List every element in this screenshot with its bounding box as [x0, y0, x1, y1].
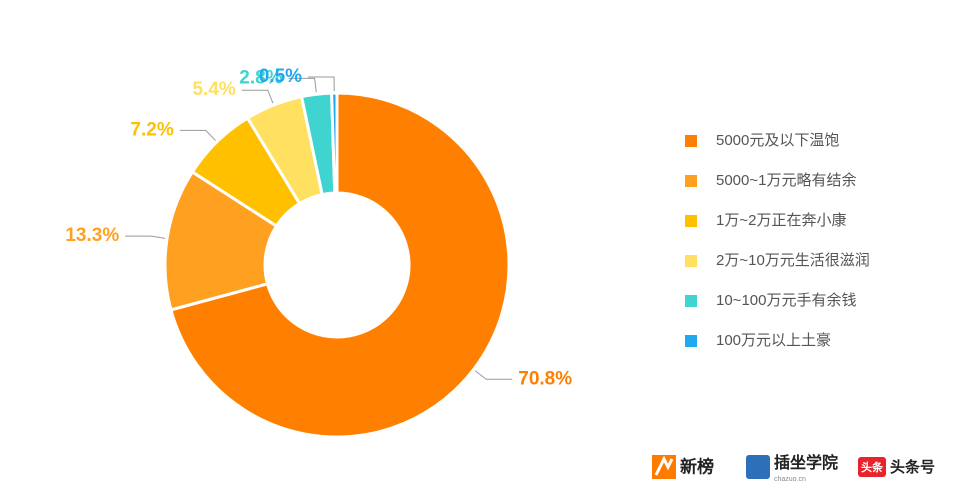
- slice: [169, 91, 511, 439]
- legend-marker: [685, 255, 697, 267]
- legend-label: 2万~10万元生活很滋润: [716, 252, 870, 269]
- logo-icon: [858, 457, 886, 477]
- logo-badge: 头条: [861, 460, 884, 474]
- logo-text: 头条号: [890, 458, 935, 476]
- value-label: 2.8%: [239, 67, 282, 88]
- leader-line: [179, 129, 216, 141]
- leader-line: [125, 235, 166, 239]
- legend-label: 10~100万元手有余钱: [716, 291, 856, 309]
- slice: [330, 91, 339, 195]
- legend-label: 5000元及以下温饱: [716, 132, 839, 149]
- value-label: 13.3%: [65, 225, 119, 246]
- logo-icon: [746, 455, 770, 479]
- leader-line: [241, 89, 274, 104]
- value-label: 70.8%: [518, 368, 572, 389]
- leader-line: [308, 76, 335, 92]
- leader-line: [288, 77, 317, 93]
- leader-line: [474, 370, 513, 380]
- logo-url: chazuo.cn: [774, 476, 806, 483]
- legend-marker: [685, 215, 697, 227]
- legend-marker: [685, 335, 697, 347]
- legend-marker: [685, 295, 697, 307]
- legend-label: 5000~1万元略有结余: [716, 171, 856, 189]
- logo-chazuo: 插坐学院 chazuo.cn: [746, 453, 838, 483]
- value-label: 0.5%: [259, 66, 302, 87]
- legend-marker: [685, 175, 697, 187]
- logo-xinbang: 新榜: [652, 455, 714, 479]
- legend-label: 100万元以上土豪: [716, 331, 831, 349]
- logo-text: 新榜: [680, 456, 714, 476]
- legend-marker: [685, 135, 697, 147]
- value-label: 5.4%: [192, 79, 235, 100]
- logo-text: 插坐学院: [774, 453, 838, 472]
- slice: [163, 169, 279, 312]
- value-label: 7.2%: [130, 119, 173, 140]
- logo-toutiao: 头条 头条号: [858, 457, 935, 477]
- logo-icon: [654, 455, 674, 476]
- legend-label: 1万~2万正在奔小康: [716, 212, 846, 229]
